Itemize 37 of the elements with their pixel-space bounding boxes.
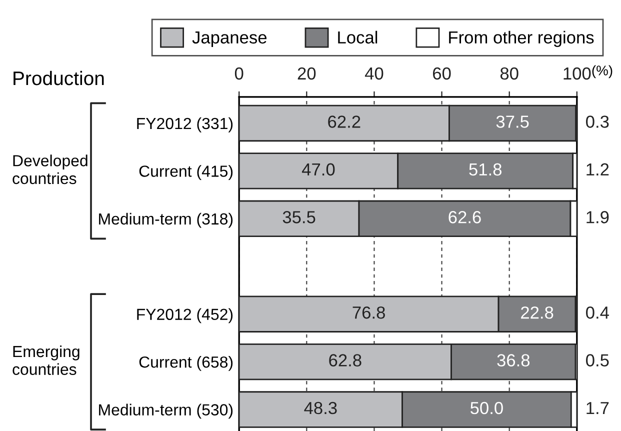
data-label: 0.4 bbox=[586, 306, 609, 319]
data-label: 0.5 bbox=[586, 354, 609, 366]
data-label: 47.0 bbox=[302, 163, 335, 176]
data-label: 1.9 bbox=[586, 211, 609, 224]
data-label: 0.3 bbox=[586, 116, 609, 128]
x-tick-label: 40 bbox=[364, 67, 384, 80]
x-axis-title: (%) bbox=[592, 65, 612, 78]
x-tick-label: 80 bbox=[500, 67, 518, 80]
data-label: 22.8 bbox=[521, 306, 554, 319]
data-label: 76.8 bbox=[352, 306, 385, 319]
data-label: 37.5 bbox=[496, 116, 529, 128]
data-label: 36.8 bbox=[497, 354, 530, 366]
data-label: 62.8 bbox=[329, 354, 362, 366]
data-label: 35.5 bbox=[282, 211, 316, 224]
y-tick-label: Current (415) bbox=[139, 165, 233, 180]
data-label: 62.2 bbox=[328, 116, 360, 128]
data-label: 1.7 bbox=[586, 402, 609, 414]
data-label: 48.3 bbox=[304, 402, 337, 414]
y-tick-label: FY2012 (331) bbox=[137, 117, 233, 132]
y-tick-label: FY2012 (452) bbox=[137, 308, 233, 324]
y-tick-label: Medium-term (530) bbox=[99, 404, 233, 419]
x-tick-label: 60 bbox=[433, 67, 451, 80]
legend-label: Local bbox=[338, 30, 378, 44]
legend-label: From other regions bbox=[449, 30, 594, 48]
x-tick-label: 100 bbox=[564, 67, 591, 80]
y-tick-label: Current (658) bbox=[139, 356, 233, 371]
data-label: 51.8 bbox=[469, 163, 502, 176]
x-tick-label: 0 bbox=[234, 67, 244, 80]
data-label: 1.2 bbox=[586, 163, 609, 176]
data-label: 62.6 bbox=[448, 211, 481, 224]
text: Production bbox=[14, 70, 104, 86]
text: Emerging countries bbox=[12, 345, 80, 375]
legend-label: Japanese bbox=[192, 31, 267, 48]
data-label: 50.0 bbox=[470, 402, 503, 414]
y-tick-label: Medium-term (318) bbox=[99, 212, 233, 228]
x-tick-label: 20 bbox=[298, 67, 316, 80]
text: Developed countries bbox=[12, 154, 88, 184]
